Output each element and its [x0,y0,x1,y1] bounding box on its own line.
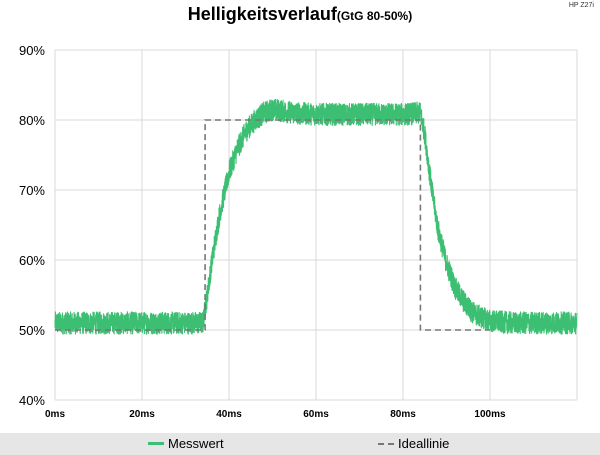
y-tick-label: 80% [19,113,45,128]
legend-item-ideallinie: Ideallinie [378,436,449,451]
x-tick-label: 60ms [303,409,329,420]
x-axis-labels: 0ms 20ms 40ms 60ms 80ms 100ms [45,409,506,420]
legend-item-messwert: Messwert [148,436,224,451]
series-group [54,98,578,335]
legend-swatch-messwert [148,442,164,445]
y-axis-labels: 40% 50% 60% 70% 80% 90% [19,43,45,408]
chart-subtitle: (GtG 80-50%) [336,9,413,23]
chart-title: Helligkeitsverlauf(GtG 80-50%) [0,4,600,25]
y-tick-label: 40% [19,393,45,408]
x-tick-label: 20ms [129,409,155,420]
legend-label-ideallinie: Ideallinie [398,436,450,451]
y-tick-label: 90% [19,43,45,58]
x-tick-label: 80ms [390,409,416,420]
series-ideallinie [55,119,490,331]
legend: Messwert Ideallinie [0,433,600,455]
corner-label: HP Z27i [568,2,594,9]
series-messwert [54,98,578,335]
grid [54,49,578,401]
legend-swatch-ideallinie [378,442,394,445]
x-tick-label: 0ms [45,409,65,420]
chart-title-main: Helligkeitsverlauf [187,4,337,24]
legend-label-messwert: Messwert [168,436,224,451]
y-tick-label: 60% [19,253,45,268]
chart-area: 40% 50% 60% 70% 80% 90% 0ms 20ms 40ms 60ms 80ms 10… [19,43,578,420]
x-tick-label: 40ms [216,409,242,420]
x-tick-label: 100ms [474,409,506,420]
y-tick-label: 50% [19,323,45,338]
y-tick-label: 70% [19,183,45,198]
